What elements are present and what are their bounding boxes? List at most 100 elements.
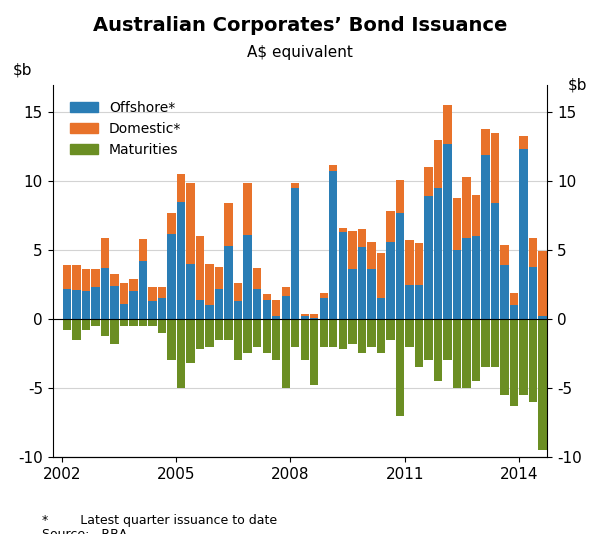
Bar <box>481 155 490 319</box>
Legend: Offshore*, Domestic*, Maturities: Offshore*, Domestic*, Maturities <box>65 95 187 162</box>
Bar <box>443 105 452 144</box>
Y-axis label: $b: $b <box>567 77 587 92</box>
Bar <box>434 140 442 188</box>
Bar <box>130 292 138 319</box>
Bar <box>301 319 309 360</box>
Bar <box>281 287 290 296</box>
Bar <box>510 293 518 305</box>
Bar <box>386 319 395 340</box>
Bar <box>396 213 404 319</box>
Bar <box>424 197 433 319</box>
Bar <box>253 319 262 347</box>
Bar <box>272 319 280 360</box>
Bar <box>158 319 166 333</box>
Bar <box>386 242 395 319</box>
Bar <box>63 319 71 330</box>
Bar <box>348 319 356 344</box>
Bar <box>263 294 271 300</box>
Bar <box>101 268 109 319</box>
Bar <box>424 167 433 197</box>
Bar <box>481 319 490 367</box>
Bar <box>291 183 299 188</box>
Bar <box>281 296 290 319</box>
Bar <box>263 319 271 354</box>
Bar <box>272 316 280 319</box>
Bar <box>415 243 423 285</box>
Bar <box>91 319 100 326</box>
Bar <box>310 313 319 318</box>
Bar <box>301 313 309 316</box>
Bar <box>329 164 337 171</box>
Bar <box>281 319 290 388</box>
Bar <box>63 265 71 289</box>
Bar <box>338 319 347 349</box>
Bar <box>139 239 147 261</box>
Bar <box>367 269 376 319</box>
Bar <box>139 319 147 326</box>
Bar <box>338 228 347 232</box>
Bar <box>367 319 376 347</box>
Bar <box>405 319 413 347</box>
Bar <box>500 319 509 395</box>
Bar <box>120 304 128 319</box>
Bar <box>82 269 90 292</box>
Bar <box>529 238 537 266</box>
Text: *        Latest quarter issuance to date: * Latest quarter issuance to date <box>42 514 277 527</box>
Bar <box>500 265 509 319</box>
Bar <box>187 319 195 363</box>
Bar <box>510 305 518 319</box>
Bar <box>148 319 157 326</box>
Bar <box>405 240 413 285</box>
Bar <box>187 183 195 264</box>
Bar <box>196 319 204 349</box>
Bar <box>348 269 356 319</box>
Y-axis label: $b: $b <box>13 62 33 77</box>
Bar <box>405 285 413 319</box>
Bar <box>538 316 547 319</box>
Bar <box>244 235 252 319</box>
Bar <box>443 144 452 319</box>
Bar <box>301 316 309 319</box>
Bar <box>320 319 328 347</box>
Bar <box>91 287 100 319</box>
Bar <box>224 246 233 319</box>
Bar <box>462 177 470 238</box>
Bar <box>424 319 433 360</box>
Bar <box>177 319 185 388</box>
Bar <box>338 232 347 319</box>
Bar <box>329 319 337 347</box>
Bar <box>101 319 109 335</box>
Bar <box>510 319 518 406</box>
Bar <box>167 233 176 319</box>
Bar <box>358 247 366 319</box>
Bar <box>434 319 442 381</box>
Bar <box>167 213 176 233</box>
Bar <box>415 285 423 319</box>
Bar <box>358 230 366 247</box>
Bar <box>291 319 299 347</box>
Bar <box>63 289 71 319</box>
Bar <box>177 202 185 319</box>
Bar <box>167 319 176 360</box>
Bar <box>491 203 499 319</box>
Bar <box>348 231 356 269</box>
Bar <box>520 319 528 395</box>
Bar <box>234 283 242 301</box>
Bar <box>358 319 366 354</box>
Bar <box>205 264 214 305</box>
Bar <box>224 319 233 340</box>
Bar <box>244 183 252 235</box>
Bar <box>234 319 242 360</box>
Bar <box>253 268 262 289</box>
Bar <box>491 133 499 203</box>
Bar <box>82 292 90 319</box>
Bar <box>215 319 223 340</box>
Bar <box>196 300 204 319</box>
Bar <box>158 299 166 319</box>
Text: Source:   RBA: Source: RBA <box>42 528 127 534</box>
Bar <box>110 273 119 286</box>
Bar <box>472 319 480 381</box>
Bar <box>377 299 385 319</box>
Bar <box>224 203 233 246</box>
Bar <box>101 238 109 268</box>
